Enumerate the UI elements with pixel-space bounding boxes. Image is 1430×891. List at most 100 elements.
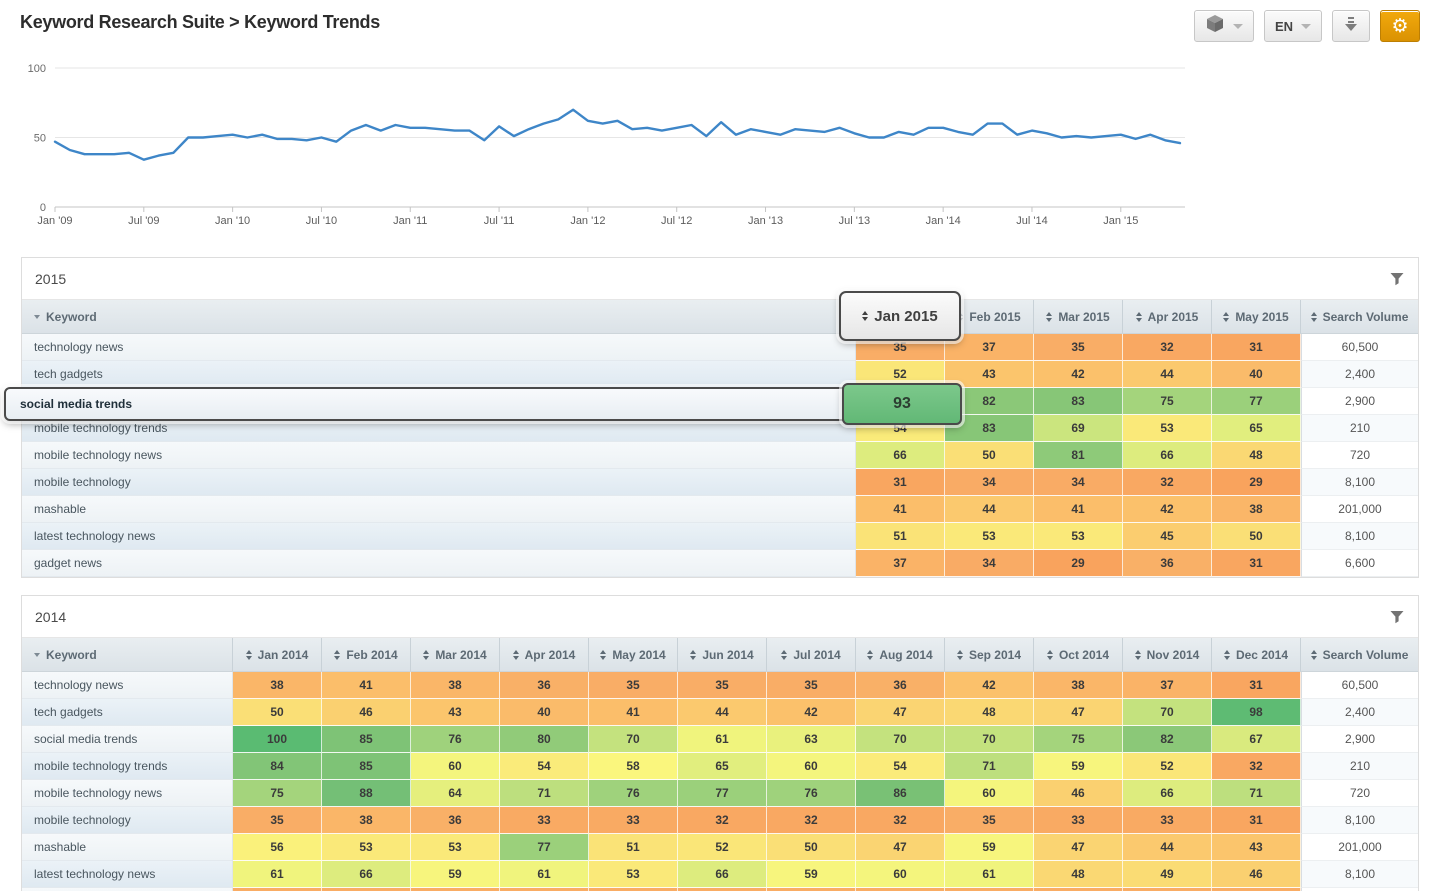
value-cell[interactable]: 45	[1123, 523, 1212, 550]
column-header-may-2014[interactable]: May 2014	[589, 638, 678, 671]
value-cell[interactable]: 31	[1212, 807, 1301, 834]
column-header-oct-2014[interactable]: Oct 2014	[1034, 638, 1123, 671]
value-cell[interactable]	[856, 888, 945, 891]
keyword-cell[interactable]: social media trends	[22, 726, 233, 753]
value-cell[interactable]	[589, 888, 678, 891]
value-cell[interactable]: 76	[589, 780, 678, 807]
column-header-aug-2014[interactable]: Aug 2014	[856, 638, 945, 671]
value-cell[interactable]: 50	[1212, 523, 1301, 550]
column-header-jul-2014[interactable]: Jul 2014	[767, 638, 856, 671]
value-cell[interactable]: 77	[678, 780, 767, 807]
value-cell[interactable]: 31	[1212, 334, 1301, 361]
value-cell[interactable]: 32	[1212, 753, 1301, 780]
value-cell[interactable]: 43	[411, 699, 500, 726]
value-cell[interactable]: 35	[945, 807, 1034, 834]
keyword-cell[interactable]: mobile technology news	[22, 442, 856, 469]
value-cell[interactable]: 53	[411, 834, 500, 861]
value-cell[interactable]: 44	[678, 699, 767, 726]
filter-icon[interactable]	[1390, 272, 1404, 289]
value-cell[interactable]: 50	[767, 834, 856, 861]
keyword-cell[interactable]: latest technology news	[22, 861, 233, 888]
column-header-dec-2014[interactable]: Dec 2014	[1212, 638, 1301, 671]
value-cell[interactable]: 36	[856, 672, 945, 699]
value-cell[interactable]: 59	[767, 861, 856, 888]
value-cell[interactable]: 65	[678, 753, 767, 780]
value-cell[interactable]: 38	[1034, 672, 1123, 699]
keyword-cell[interactable]: mobile technology trends	[22, 753, 233, 780]
keyword-cell[interactable]: gadget news	[22, 550, 856, 577]
value-cell[interactable]: 38	[1212, 496, 1301, 523]
keyword-cell[interactable]: mashable	[22, 834, 233, 861]
value-cell[interactable]: 31	[1212, 672, 1301, 699]
value-cell[interactable]: 53	[322, 834, 411, 861]
value-cell[interactable]: 47	[856, 834, 945, 861]
value-cell[interactable]: 81	[1034, 442, 1123, 469]
value-cell[interactable]: 53	[589, 861, 678, 888]
keyword-cell[interactable]: mashable	[22, 496, 856, 523]
column-header-mar-2014[interactable]: Mar 2014	[411, 638, 500, 671]
value-cell[interactable]	[411, 888, 500, 891]
dragged-column-header[interactable]: Jan 2015	[839, 291, 961, 341]
value-cell[interactable]	[1212, 888, 1301, 891]
value-cell[interactable]: 61	[233, 861, 322, 888]
language-button[interactable]: EN	[1263, 10, 1322, 42]
column-header-apr-2015[interactable]: Apr 2015	[1123, 300, 1212, 333]
value-cell[interactable]: 46	[1212, 861, 1301, 888]
value-cell[interactable]: 32	[678, 807, 767, 834]
value-cell[interactable]: 33	[1123, 807, 1212, 834]
value-cell[interactable]: 82	[1123, 726, 1212, 753]
column-header-nov-2014[interactable]: Nov 2014	[1123, 638, 1212, 671]
value-cell[interactable]	[945, 888, 1034, 891]
value-cell[interactable]: 52	[678, 834, 767, 861]
value-cell[interactable]: 47	[1034, 834, 1123, 861]
value-cell[interactable]: 33	[1034, 807, 1123, 834]
value-cell[interactable]: 85	[322, 753, 411, 780]
value-cell[interactable]: 98	[1212, 699, 1301, 726]
column-header-jun-2014[interactable]: Jun 2014	[678, 638, 767, 671]
value-cell[interactable]: 60	[411, 753, 500, 780]
value-cell[interactable]: 70	[589, 726, 678, 753]
value-cell[interactable]: 37	[945, 334, 1034, 361]
value-cell[interactable]: 35	[767, 672, 856, 699]
value-cell[interactable]: 32	[1123, 469, 1212, 496]
value-cell[interactable]: 84	[233, 753, 322, 780]
value-cell[interactable]: 53	[1123, 415, 1212, 442]
value-cell[interactable]: 51	[856, 523, 945, 550]
settings-button[interactable]: ⚙	[1380, 10, 1420, 42]
keyword-cell[interactable]: tech gadgets	[22, 361, 856, 388]
value-cell[interactable]: 66	[1123, 780, 1212, 807]
value-cell[interactable]: 64	[411, 780, 500, 807]
value-cell[interactable]: 33	[589, 807, 678, 834]
value-cell[interactable]: 63	[767, 726, 856, 753]
value-cell[interactable]: 80	[500, 726, 589, 753]
value-cell[interactable]: 76	[767, 780, 856, 807]
keyword-cell[interactable]: mobile technology	[22, 807, 233, 834]
value-cell[interactable]	[322, 888, 411, 891]
value-cell[interactable]: 41	[322, 672, 411, 699]
value-cell[interactable]: 37	[856, 550, 945, 577]
value-cell[interactable]: 31	[856, 469, 945, 496]
value-cell[interactable]: 60	[767, 753, 856, 780]
value-cell[interactable]: 100	[233, 726, 322, 753]
column-header-mar-2015[interactable]: Mar 2015	[1034, 300, 1123, 333]
value-cell[interactable]: 59	[945, 834, 1034, 861]
value-cell[interactable]: 32	[856, 807, 945, 834]
value-cell[interactable]: 47	[1034, 699, 1123, 726]
value-cell[interactable]: 34	[945, 550, 1034, 577]
value-cell[interactable]: 60	[945, 780, 1034, 807]
value-cell[interactable]: 42	[1123, 496, 1212, 523]
value-cell[interactable]: 50	[945, 442, 1034, 469]
modules-button[interactable]	[1193, 10, 1254, 42]
value-cell[interactable]: 86	[856, 780, 945, 807]
value-cell[interactable]	[500, 888, 589, 891]
value-cell[interactable]: 32	[1123, 334, 1212, 361]
value-cell[interactable]: 59	[1034, 753, 1123, 780]
value-cell[interactable]: 35	[589, 672, 678, 699]
value-cell[interactable]: 61	[500, 861, 589, 888]
download-button[interactable]	[1332, 10, 1370, 42]
value-cell[interactable]: 46	[1034, 780, 1123, 807]
value-cell[interactable]: 29	[1212, 469, 1301, 496]
keyword-cell[interactable]: latest technology news	[22, 523, 856, 550]
value-cell[interactable]: 71	[945, 753, 1034, 780]
value-cell[interactable]: 42	[945, 672, 1034, 699]
